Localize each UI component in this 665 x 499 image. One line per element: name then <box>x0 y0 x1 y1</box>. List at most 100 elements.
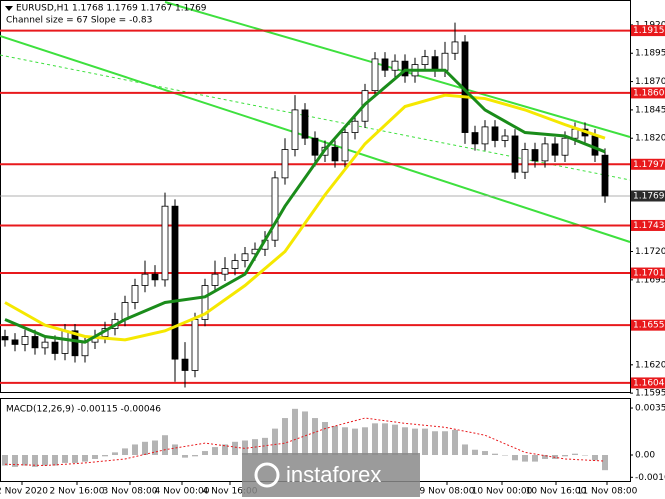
macd-bar <box>332 425 338 456</box>
level-label: 1.1743 <box>633 221 665 231</box>
macd-y-tick-label: -0.00169 <box>635 473 665 483</box>
candle-body <box>71 330 79 357</box>
candle-body <box>61 330 69 354</box>
level-label-box <box>631 25 665 37</box>
candle-body <box>171 205 179 360</box>
macd-bar <box>142 441 148 456</box>
macd-bar <box>102 455 108 457</box>
candle-body <box>271 177 279 241</box>
macd-bar <box>572 453 578 456</box>
macd-bar <box>472 449 478 456</box>
candle-body <box>51 341 59 354</box>
macd-bar <box>482 451 488 456</box>
macd-bar <box>152 440 158 456</box>
macd-bar <box>292 408 298 456</box>
macd-bar <box>402 427 408 456</box>
macd-bar <box>362 427 368 456</box>
candle-body <box>41 341 49 349</box>
macd-signal <box>4 417 606 467</box>
macd-bar <box>392 424 398 456</box>
macd-bar <box>592 455 598 461</box>
level-label-box <box>631 377 665 389</box>
menu-arrow <box>5 6 13 11</box>
candle-body <box>331 146 339 162</box>
macd-bar <box>502 455 508 456</box>
level-label-box <box>631 219 665 231</box>
macd-bar <box>122 448 128 456</box>
macd-bar <box>112 452 118 456</box>
macd-bar <box>322 422 328 456</box>
x-tick-label: 11 Nov 08:00 <box>577 487 638 497</box>
macd-bar <box>212 447 218 456</box>
candle-body <box>11 339 19 345</box>
candle-body <box>441 52 449 71</box>
macd-bar <box>512 455 518 461</box>
macd-title: MACD(12,26,9) -0.00115 -0.00046 <box>6 405 161 415</box>
y-tick-label: 1.1845 <box>635 105 665 115</box>
macd-bar <box>132 444 138 456</box>
x-tick-label: 10 Nov 16:00 <box>526 487 587 497</box>
macd-bar <box>532 455 538 462</box>
level-label: 1.1860 <box>633 88 665 98</box>
candle-body <box>121 302 129 320</box>
candle-body <box>541 143 549 162</box>
macd-bar <box>202 451 208 456</box>
candle-body <box>401 60 409 77</box>
level-label: 1.1797 <box>633 160 665 170</box>
level-label: 1.1701 <box>633 269 665 279</box>
macd-bar <box>342 427 348 456</box>
y-tick-label: 1.1720 <box>635 247 665 257</box>
macd-bar <box>432 431 438 456</box>
candle-body <box>211 273 219 286</box>
macd-bar <box>52 455 58 466</box>
x-tick-label: 2 Nov 2020 <box>0 487 48 497</box>
macd-bar <box>412 428 418 456</box>
chart-subtitle: Channel size = 67 Slope = -0.83 <box>6 16 152 26</box>
x-tick-label: 10 Nov 00:00 <box>472 487 533 497</box>
candle-body <box>281 149 289 179</box>
content: 1.19201.18951.18701.18451.18201.17201.16… <box>0 20 665 497</box>
watermark: instaforex <box>242 453 420 497</box>
level-label-box <box>631 267 665 279</box>
macd-bar <box>542 455 548 459</box>
candle-body <box>151 273 159 281</box>
y-tick-label: 1.1820 <box>635 134 665 144</box>
candle-body <box>341 132 349 162</box>
macd-y-tick-label: 0.00356 <box>635 404 665 414</box>
macd-bar <box>62 455 68 463</box>
candle-body <box>561 137 569 156</box>
macd-bar <box>602 455 608 471</box>
candle-body <box>501 135 509 141</box>
x-tick-label: 3 Nov 08:00 <box>103 487 158 497</box>
level-label: 1.1604 <box>633 378 665 388</box>
candle-body <box>201 285 209 320</box>
x-tick-label: 4 Nov 16:00 <box>203 487 258 497</box>
candle-body <box>351 120 359 133</box>
macd-bar <box>262 437 268 456</box>
candle-body <box>601 154 609 197</box>
candle-body <box>481 126 489 145</box>
price-panel <box>0 0 631 393</box>
candle-body <box>191 319 199 371</box>
candle-body <box>451 41 459 54</box>
candle-body <box>571 128 579 139</box>
candle-body <box>1 336 9 341</box>
level-label: 1.1655 <box>633 321 665 331</box>
y-tick-label: 1.1620 <box>635 360 665 370</box>
macd-bar <box>82 455 88 462</box>
candle-body <box>31 336 39 349</box>
y-tick-label: 1.1895 <box>635 49 665 59</box>
macd-bar <box>452 429 458 456</box>
macd-bar <box>42 455 48 466</box>
macd-bar <box>22 455 28 466</box>
candle-body <box>531 149 539 162</box>
last-price-label: 1.1769 <box>633 192 665 202</box>
candle-body <box>221 268 229 275</box>
macd-bar <box>382 423 388 456</box>
macd-bar <box>232 441 238 456</box>
candle-body <box>551 143 559 156</box>
candle-body <box>301 109 309 139</box>
macd-bar <box>222 444 228 456</box>
